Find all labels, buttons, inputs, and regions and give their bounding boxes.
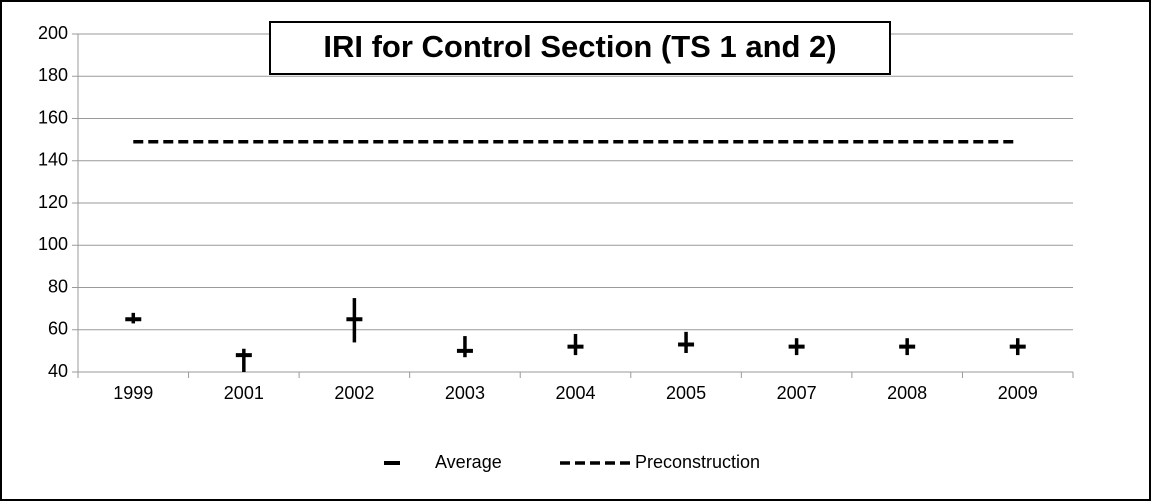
y-tick-label: 60 bbox=[48, 319, 68, 339]
y-tick-label: 180 bbox=[38, 65, 68, 85]
x-tick-label: 2009 bbox=[998, 383, 1038, 403]
y-tick-label: 40 bbox=[48, 361, 68, 381]
y-tick-label: 200 bbox=[38, 23, 68, 43]
chart-title: IRI for Control Section (TS 1 and 2) bbox=[323, 29, 836, 64]
x-tick-label: 2002 bbox=[334, 383, 374, 403]
x-tick-label: 2003 bbox=[445, 383, 485, 403]
x-tick-label: 2001 bbox=[224, 383, 264, 403]
y-tick-label: 120 bbox=[38, 192, 68, 212]
legend-label: Preconstruction bbox=[635, 452, 760, 472]
legend-label: Average bbox=[435, 452, 502, 472]
y-tick-label: 100 bbox=[38, 234, 68, 254]
x-tick-label: 2005 bbox=[666, 383, 706, 403]
x-tick-label: 2008 bbox=[887, 383, 927, 403]
y-tick-label: 160 bbox=[38, 107, 68, 127]
y-tick-label: 140 bbox=[38, 150, 68, 170]
x-tick-label: 2004 bbox=[555, 383, 595, 403]
x-tick-label: 2007 bbox=[777, 383, 817, 403]
x-tick-label: 1999 bbox=[113, 383, 153, 403]
title-box bbox=[269, 21, 891, 75]
y-tick-label: 80 bbox=[48, 276, 68, 296]
